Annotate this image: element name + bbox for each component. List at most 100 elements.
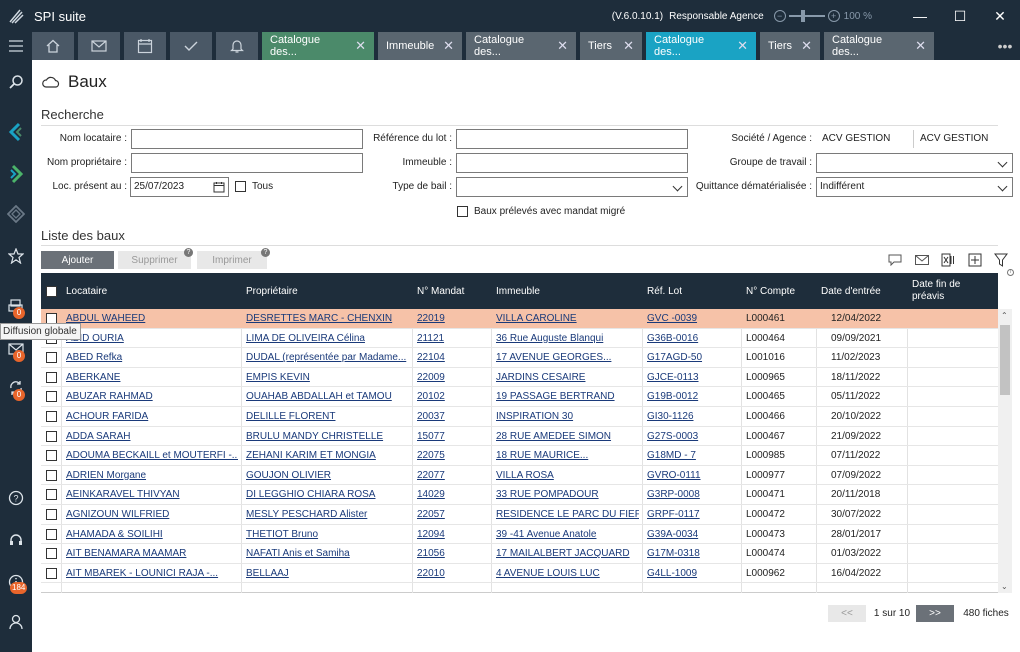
cell-immeuble[interactable]: 17 MAILALBERT JACQUARD: [496, 548, 630, 560]
cell-proprietaire[interactable]: DI LEGGHIO CHIARA ROSA: [246, 489, 376, 501]
close-tab-icon[interactable]: ✕: [737, 38, 748, 53]
cell-lot[interactable]: G18MD - 7: [647, 450, 696, 462]
loc-present-date-input[interactable]: 25/07/2023: [130, 177, 229, 197]
cell-mandat[interactable]: 21056: [417, 548, 445, 560]
print-help-icon[interactable]: ?: [261, 248, 270, 257]
table-row[interactable]: ABID OURIA LIMA DE OLIVEIRA Célina 21121 36…: [41, 329, 998, 349]
cell-proprietaire[interactable]: GOUJON OLIVIER: [246, 469, 332, 481]
row-checkbox[interactable]: [46, 469, 57, 481]
cell-mandat[interactable]: 20037: [417, 411, 445, 422]
cell-proprietaire[interactable]: DESRETTES MARC - CHENXIN: [246, 313, 393, 324]
next-page-button[interactable]: >>: [916, 605, 954, 622]
close-tab-icon[interactable]: ✕: [355, 38, 366, 53]
cell-lot[interactable]: G17M-0318: [647, 548, 700, 560]
col-proprietaire[interactable]: Propriétaire: [246, 285, 298, 297]
cell-immeuble[interactable]: 39 -41 Avenue Anatole: [496, 528, 597, 540]
cell-immeuble[interactable]: 4 AVENUE LOUIS LUC: [496, 567, 600, 579]
col-mandat[interactable]: N° Mandat: [417, 285, 465, 297]
close-tab-icon[interactable]: ✕: [623, 38, 634, 53]
tab-catalogue-active[interactable]: Catalogue des... ✕: [646, 32, 756, 60]
cell-mandat[interactable]: 20102: [417, 391, 445, 403]
help-icon[interactable]: ?: [0, 484, 32, 512]
table-row[interactable]: AIT BENAMARA MAAMAR NAFATI Anis et Samiha…: [41, 544, 998, 564]
row-checkbox[interactable]: [46, 528, 57, 540]
cell-proprietaire[interactable]: BELLAAJ: [246, 567, 289, 579]
groupe-select[interactable]: [816, 153, 1013, 173]
comment-icon[interactable]: [888, 254, 902, 266]
maximize-button[interactable]: ☐: [953, 7, 967, 24]
forward-arrow-icon[interactable]: [0, 160, 32, 188]
delete-button[interactable]: Supprimer: [118, 251, 191, 269]
tab-notifications[interactable]: [216, 32, 258, 60]
cell-immeuble[interactable]: VILLA ROSA: [496, 469, 554, 481]
close-tab-icon[interactable]: ✕: [915, 38, 926, 53]
close-window-button[interactable]: ✕: [994, 7, 1006, 24]
cell-locataire[interactable]: ACHOUR FARIDA: [66, 411, 149, 422]
cell-locataire[interactable]: AIT BENAMARA MAAMAR: [66, 548, 187, 560]
cell-lot[interactable]: GI30-1126: [647, 411, 694, 422]
cell-locataire[interactable]: AHAMADA & SOILIHI: [66, 528, 163, 540]
type-bail-select[interactable]: [456, 177, 688, 197]
cell-mandat[interactable]: 22019: [417, 313, 445, 324]
cell-immeuble[interactable]: RESIDENCE LE PARC DU FIEF: [496, 509, 639, 520]
col-ref-lot[interactable]: Réf. Lot: [647, 285, 683, 297]
cell-immeuble[interactable]: JARDINS CESAIRE: [496, 371, 586, 383]
cell-lot[interactable]: G3RP-0008: [647, 489, 700, 501]
menu-icon[interactable]: [0, 32, 32, 60]
table-row[interactable]: AHAMADA & SOILIHI THETIOT Bruno 12094 39 -4…: [41, 525, 998, 545]
cell-locataire[interactable]: ADRIEN Morgane: [66, 469, 147, 481]
cell-lot[interactable]: G17AGD-50: [647, 352, 703, 364]
cell-mandat[interactable]: 22057: [417, 509, 445, 520]
add-button[interactable]: Ajouter: [41, 251, 114, 269]
delete-help-icon[interactable]: ?: [184, 248, 193, 257]
tab-home[interactable]: [32, 32, 74, 60]
cell-proprietaire[interactable]: MESLY PESCHARD Alister: [246, 509, 368, 520]
table-row[interactable]: ACHOUR FARIDA DELILLE FLORENT 20037 INSPIRA…: [41, 407, 998, 427]
cell-mandat[interactable]: 21121: [417, 332, 445, 344]
tab-catalogue-3[interactable]: Catalogue des... ✕: [824, 32, 934, 60]
email-export-icon[interactable]: [915, 255, 929, 265]
cell-proprietaire[interactable]: EMPIS KEVIN: [246, 371, 310, 383]
cell-lot[interactable]: G4LL-1009: [647, 567, 698, 579]
cell-lot[interactable]: G39A-0034: [647, 528, 699, 540]
cell-immeuble[interactable]: 17 AVENUE GEORGES...: [496, 352, 612, 364]
table-row[interactable]: AEINKARAVEL THIVYAN DI LEGGHIO CHIARA ROS…: [41, 485, 998, 505]
col-date-fin[interactable]: Date fin de préavis: [912, 279, 961, 302]
row-checkbox[interactable]: [46, 352, 57, 364]
tab-calendar[interactable]: [124, 32, 166, 60]
immeuble-input[interactable]: [456, 153, 688, 173]
cell-locataire[interactable]: ADOUMA BECKAILL et MOUTERFI -...: [66, 450, 238, 462]
table-row[interactable]: AGNIZOUN WILFRIED MESLY PESCHARD Alister 2…: [41, 505, 998, 525]
diffusion-icon[interactable]: 0: [0, 292, 32, 320]
scroll-up-icon[interactable]: ⌃: [1001, 311, 1008, 320]
tab-immeuble[interactable]: Immeuble ✕: [378, 32, 462, 60]
zoom-in-button[interactable]: +: [827, 10, 840, 22]
row-checkbox[interactable]: [46, 489, 57, 501]
tab-tiers-1[interactable]: Tiers ✕: [580, 32, 642, 60]
cell-mandat[interactable]: 22075: [417, 450, 445, 462]
support-headset-icon[interactable]: [0, 526, 32, 554]
cell-immeuble[interactable]: 19 PASSAGE BERTRAND: [496, 391, 615, 403]
cell-proprietaire[interactable]: DELILLE FLORENT: [246, 411, 336, 422]
cell-proprietaire[interactable]: DUDAL (représentée par Madame...: [246, 352, 407, 364]
cell-mandat[interactable]: 12094: [417, 528, 445, 540]
cell-proprietaire[interactable]: OUAHAB ABDALLAH et TAMOU: [246, 391, 392, 403]
cell-lot[interactable]: G27S-0003: [647, 430, 699, 442]
zoom-out-button[interactable]: −: [773, 10, 786, 22]
tab-catalogue-2[interactable]: Catalogue des... ✕: [466, 32, 576, 60]
scroll-down-icon[interactable]: ⌄: [1001, 582, 1008, 591]
row-checkbox[interactable]: [46, 411, 57, 422]
cell-locataire[interactable]: ABUZAR RAHMAD: [66, 391, 153, 403]
cell-lot[interactable]: G19B-0012: [647, 391, 699, 403]
cell-locataire[interactable]: ABDUL WAHEED: [66, 313, 146, 324]
table-row[interactable]: ADOUMA BECKAILL et MOUTERFI -... ZEHANI K…: [41, 446, 998, 466]
row-checkbox[interactable]: [46, 391, 57, 403]
row-checkbox[interactable]: [46, 567, 57, 579]
filter-icon[interactable]: [994, 253, 1008, 267]
cell-locataire[interactable]: ADDA SARAH: [66, 430, 131, 442]
diamond-nav-icon[interactable]: [0, 200, 32, 228]
cell-immeuble[interactable]: 18 RUE MAURICE...: [496, 450, 589, 462]
scrollbar-thumb[interactable]: [1000, 325, 1010, 395]
cell-proprietaire[interactable]: ZEHANI KARIM ET MONGIA: [246, 450, 376, 462]
tab-catalogue-1[interactable]: Catalogue des... ✕: [262, 32, 374, 60]
